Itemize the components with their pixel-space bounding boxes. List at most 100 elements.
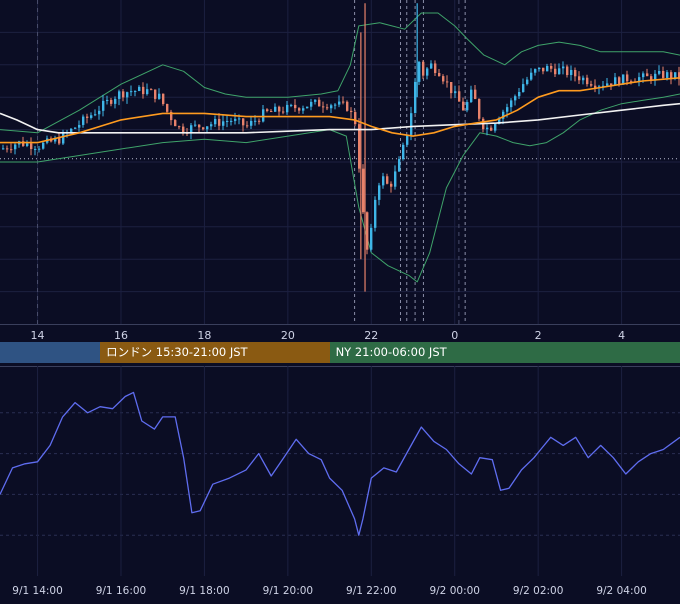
candle-body [586, 77, 589, 85]
candle-body [182, 126, 185, 133]
candle-body [502, 111, 505, 119]
candle-body [626, 74, 629, 82]
candle-body [318, 99, 321, 107]
candle-body [158, 93, 161, 99]
candle-body [510, 100, 513, 108]
candle [310, 98, 313, 111]
candle [210, 121, 213, 130]
candle-body [302, 108, 305, 111]
candle-body [142, 86, 145, 95]
osc-x-tick-label: 9/1 14:00 [12, 585, 63, 597]
candle-body [646, 73, 649, 77]
candle [290, 103, 293, 108]
x-tick-label: 18 [197, 329, 211, 342]
candle [478, 98, 481, 121]
candle-body [6, 148, 9, 150]
candle-body [62, 132, 65, 144]
candle [166, 103, 169, 115]
candle [366, 211, 369, 255]
candle [658, 65, 661, 76]
grid-lines [0, 0, 680, 576]
candle-body [394, 171, 397, 187]
candle [350, 107, 353, 119]
candle-body [82, 116, 85, 125]
candle-body [350, 110, 353, 113]
candle [306, 106, 309, 109]
candle-body [86, 116, 89, 118]
candle-body [666, 72, 669, 78]
candle [142, 82, 145, 99]
moving-averages [0, 77, 680, 144]
candle-body [610, 83, 613, 86]
candle [102, 94, 105, 117]
osc-x-tick-label: 9/1 22:00 [346, 585, 397, 597]
candle [450, 81, 453, 99]
candle-body [222, 121, 225, 126]
candle [338, 95, 341, 108]
candle [154, 89, 157, 103]
candle-body [42, 142, 45, 149]
candle [598, 84, 601, 95]
candle [74, 127, 77, 130]
candle-body [390, 183, 393, 187]
bollinger-upper-line [0, 12, 680, 134]
candle [298, 107, 301, 114]
candle [414, 78, 417, 114]
osc-x-tick-label: 9/2 02:00 [513, 585, 564, 597]
candle-body [26, 143, 29, 146]
candle-body [22, 141, 25, 146]
oscillator-line [0, 391, 680, 536]
candle-body [442, 76, 445, 82]
candle-body [346, 101, 349, 111]
candle-body [614, 77, 617, 86]
candle [542, 67, 545, 75]
candle-body [270, 111, 273, 113]
candle-body [130, 91, 133, 93]
candle [370, 223, 373, 252]
candle-body [474, 89, 477, 100]
candle-body [374, 199, 377, 228]
candle [318, 97, 321, 107]
candle-body [214, 118, 217, 125]
candle [178, 125, 181, 130]
candle-body [166, 104, 169, 112]
candle [566, 64, 569, 78]
candle-body [478, 99, 481, 119]
candle [494, 122, 497, 133]
candle-body [398, 159, 401, 172]
candle-body [286, 104, 289, 113]
candle-body [34, 148, 37, 150]
candle-body [14, 144, 17, 150]
candle [278, 105, 281, 116]
candle [54, 135, 57, 144]
candle-body [118, 91, 121, 99]
candle [374, 196, 377, 232]
candle-body [226, 120, 229, 122]
x-tick-label: 16 [114, 329, 128, 342]
candle-body [10, 149, 13, 151]
candle-body [622, 74, 625, 85]
candle-body [578, 76, 581, 81]
candle-body [362, 168, 365, 213]
candle-body [674, 72, 677, 79]
candle [362, 164, 365, 215]
candle [302, 105, 305, 114]
candle-body [486, 127, 489, 130]
candle [182, 123, 185, 136]
candle [594, 79, 597, 93]
candle [82, 114, 85, 128]
candle [550, 63, 553, 73]
candle-body [466, 102, 469, 111]
session-bar-newyork: NY 21:00-06:00 JST [329, 342, 680, 363]
candle-body [506, 107, 509, 112]
candle [18, 140, 21, 148]
candle [390, 181, 393, 193]
candle [674, 72, 677, 81]
candle-body [254, 120, 257, 122]
candle [126, 91, 129, 104]
candle-body [670, 72, 673, 79]
candle-body [422, 61, 425, 76]
candle [602, 81, 605, 91]
candle-body [334, 104, 337, 106]
